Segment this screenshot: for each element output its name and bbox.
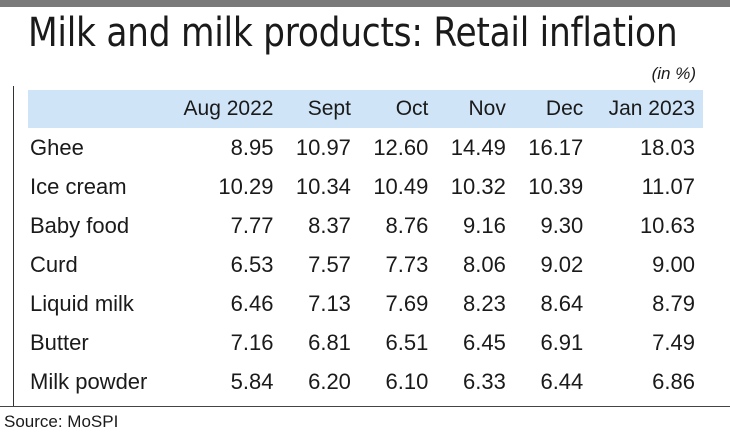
table-row: Baby food 7.77 8.37 8.76 9.16 9.30 10.63 (28, 206, 703, 245)
table-cell-value: 7.13 (308, 290, 351, 316)
table-cell-value: 9.16 (463, 212, 506, 238)
column-header: Sept (307, 97, 351, 120)
table-cell-value: 16.17 (528, 134, 584, 160)
row-label: Ghee (30, 134, 84, 160)
table-cell-value: 12.60 (373, 134, 429, 160)
table-cell-value: 7.69 (385, 290, 429, 316)
table-cell-value: 8.37 (308, 212, 351, 238)
table-cell-value: 10.29 (218, 173, 274, 199)
column-header: Dec (545, 97, 584, 120)
table-cell-value: 7.77 (230, 212, 274, 238)
top-accent-bar (0, 0, 730, 7)
table-cell-value: 10.32 (450, 173, 506, 199)
table-row: Ghee 8.95 10.97 12.60 14.49 16.17 18.03 (28, 128, 703, 167)
table-cell-value: 10.97 (295, 134, 351, 160)
header-row: Aug 2022 Sept Oct Nov Dec Jan 2023 (28, 90, 703, 128)
table-cell-value: 10.49 (373, 173, 429, 199)
table-row: Curd 6.53 7.57 7.73 8.06 9.02 9.00 (28, 245, 703, 284)
table-cell-value: 7.73 (385, 251, 429, 277)
row-label: Liquid milk (30, 290, 134, 316)
table-cell-value: 9.00 (652, 251, 695, 277)
table-cell-value: 6.10 (385, 368, 429, 394)
table-cell-value: 6.45 (463, 329, 506, 355)
column-header: Oct (395, 97, 429, 120)
table-cell-value: 10.39 (528, 173, 584, 199)
table-cell-value: 8.95 (230, 134, 274, 160)
table-cell-value: 7.16 (230, 329, 274, 355)
row-label: Baby food (30, 212, 130, 238)
inflation-table: Aug 2022 Sept Oct Nov Dec Jan 2023 Ghee 8… (28, 90, 703, 401)
header-corner (28, 90, 166, 128)
table-cell-value: 8.23 (463, 290, 506, 316)
table-row: Butter 7.16 6.81 6.51 6.45 6.91 7.49 (28, 323, 703, 362)
table-cell-value: 6.91 (540, 329, 584, 355)
table-cell-value: 7.49 (652, 329, 695, 355)
table-cell-value: 6.81 (308, 329, 351, 355)
table-cell-value: 6.86 (652, 368, 695, 394)
unit-label: (in %) (651, 64, 696, 83)
table-cell-value: 6.33 (463, 368, 506, 394)
table-cell-value: 6.53 (230, 251, 274, 277)
column-header: Nov (468, 97, 506, 120)
table-cell-value: 11.07 (641, 173, 695, 199)
table-row: Ice cream 10.29 10.34 10.49 10.32 10.39 11.07 (28, 167, 703, 206)
table-cell-value: 10.34 (295, 173, 351, 199)
table-cell-value: 8.76 (385, 212, 429, 238)
left-rule (13, 86, 14, 406)
chart-title: Milk and milk products: Retail inflation (28, 10, 678, 56)
row-label: Curd (30, 251, 78, 277)
table-cell-value: 14.49 (450, 134, 506, 160)
table-cell-value: 9.30 (540, 212, 584, 238)
table-cell-value: 7.57 (308, 251, 351, 277)
table-cell-value: 18.03 (639, 134, 695, 160)
row-label: Butter (30, 329, 89, 355)
column-header: Aug 2022 (183, 97, 274, 120)
row-label: Ice cream (30, 173, 127, 199)
table-cell-value: 5.84 (230, 368, 274, 394)
table-cell-value: 8.06 (463, 251, 506, 277)
row-label: Milk powder (30, 368, 148, 394)
table-cell-value: 8.79 (652, 290, 695, 316)
source-note: Source: MoSPI (4, 412, 119, 431)
table-cell-value: 6.44 (540, 368, 584, 394)
table-cell-value: 6.20 (308, 368, 351, 394)
table-row: Milk powder 5.84 6.20 6.10 6.33 6.44 6.86 (28, 362, 703, 401)
table-cell-value: 9.02 (540, 251, 584, 277)
column-header: Jan 2023 (608, 97, 695, 120)
table-cell-value: 8.64 (540, 290, 584, 316)
table-body: Ghee 8.95 10.97 12.60 14.49 16.17 18.03 Ice cre… (28, 128, 703, 401)
table-cell-value: 6.51 (385, 329, 429, 355)
table-cell-value: 6.46 (230, 290, 274, 316)
bottom-rule (0, 406, 730, 407)
table-row: Liquid milk 6.46 7.13 7.69 8.23 8.64 8.79 (28, 284, 703, 323)
table-cell-value: 10.63 (639, 212, 695, 238)
